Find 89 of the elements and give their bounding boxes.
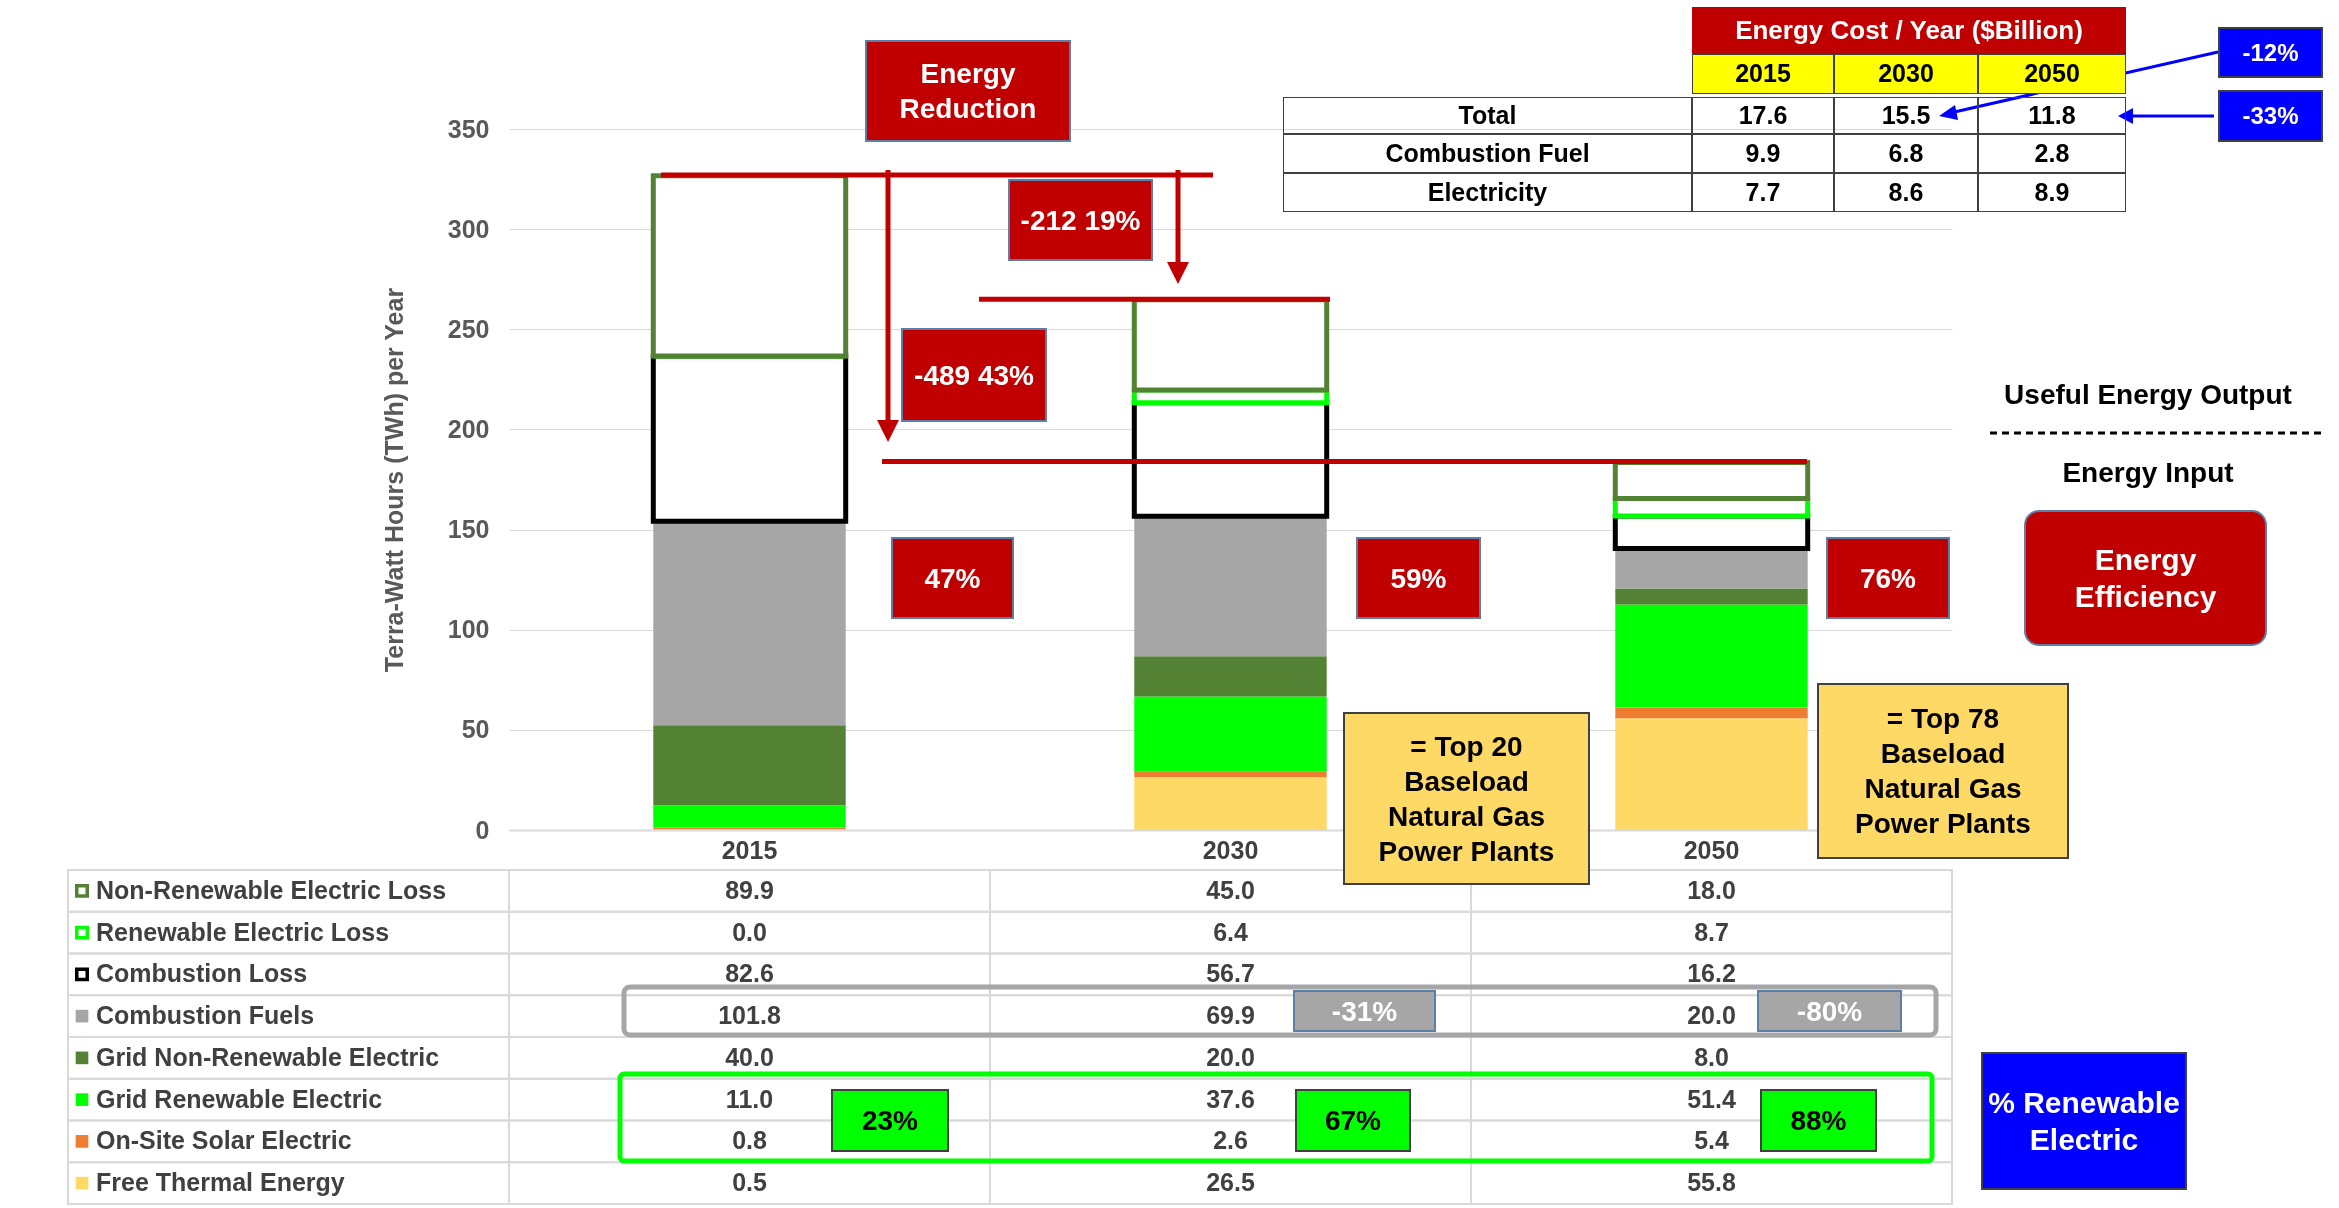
y-tick-label: 0 [475,815,490,844]
bar [1134,696,1327,772]
text: 2.8 [2034,137,2070,169]
legend-label: Renewable Electric Loss [96,917,390,946]
data-label: 37.6 [1206,1084,1255,1113]
legend-label: Grid Non-Renewable Electric [96,1042,440,1071]
legend-label: Combustion Loss [96,959,308,988]
x-tick-label: 2030 [1202,835,1259,864]
annotation: 8.6 [1888,176,1924,208]
text: 23% [861,1104,919,1138]
bar [1134,771,1327,777]
data-label: 11.0 [725,1084,774,1113]
data-label: 0.8 [732,1126,767,1155]
y-axis-title: Terra-Watt Hours (TWh) per Year [379,287,408,673]
y-tick-label: 50 [461,715,490,744]
text: Useful Energy Output [2004,377,2292,412]
bar [1615,604,1808,708]
x-tick-label: 2015 [721,835,778,864]
text: Total [1458,99,1517,131]
annotation: = Top 20 Baseload Natural Gas Power Plants [1377,729,1556,869]
annotation: Combustion Fuel [1385,137,1590,169]
y-tick-label: 250 [447,314,490,343]
bar [1134,656,1327,697]
x-tick-label: 2050 [1683,835,1740,864]
legend-label: On-Site Solar Electric [96,1126,352,1155]
bar [1615,718,1808,830]
annotation: -489 43% [914,358,1034,393]
annotation: 7.7 [1745,176,1781,208]
annotation: 59% [1390,561,1447,596]
bar [653,725,846,806]
data-label: 5.4 [1694,1126,1729,1155]
data-label: 20.0 [1206,1042,1255,1071]
annotation: 9.9 [1745,137,1781,169]
annotation: = Top 78 Baseload Natural Gas Power Plants [1854,702,2032,841]
data-label: 0.0 [732,917,767,946]
text: 67% [1324,1104,1382,1138]
text: 8.9 [2034,176,2070,208]
y-tick-label: 150 [447,515,490,544]
bar [1615,707,1808,719]
text: 2030 [1878,58,1934,90]
data-label: 51.4 [1687,1084,1736,1113]
bar [1134,776,1327,830]
text: 15.5 [1881,99,1931,131]
data-label: 26.5 [1206,1168,1255,1197]
data-label: 6.4 [1213,917,1248,946]
data-label: 56.7 [1206,959,1255,988]
text: -80% [1796,994,1863,1029]
text: -31% [1331,994,1398,1029]
text: 2015 [1735,58,1791,90]
text: 11.8 [2028,99,2076,131]
data-label: 69.9 [1206,1001,1255,1030]
data-label: 89.9 [725,875,774,904]
text: Energy Input [2062,455,2234,490]
bar [653,805,846,828]
text: 2050 [2024,58,2080,90]
text: -12% [2242,37,2299,68]
annotation: 47% [924,561,981,596]
y-tick-label: 200 [447,414,490,443]
data-label: 82.6 [725,959,774,988]
annotation: 76% [1859,561,1917,596]
text: Energy Reduction [898,57,1038,126]
y-tick-label: 300 [447,214,490,243]
data-label: 16.2 [1687,959,1736,988]
data-label: 0.5 [732,1168,767,1197]
annotation: 6.8 [1888,137,1924,169]
text: 17.6 [1738,99,1788,131]
data-label: 2.6 [1213,1126,1248,1155]
legend-label: Non-Renewable Electric Loss [96,875,447,904]
text: Energy Efficiency [2073,541,2218,615]
annotation: Electricity [1427,176,1548,208]
annotation: -212 19% [1020,203,1141,238]
data-label: 40.0 [725,1042,774,1071]
legend-label: Combustion Fuels [96,1001,315,1030]
data-label: 20.0 [1687,1001,1736,1030]
text: -33% [2242,101,2299,131]
data-label: 101.8 [718,1001,781,1030]
data-label: 18.0 [1687,875,1736,904]
y-tick-label: 350 [447,114,490,143]
data-label: 8.7 [1694,917,1729,946]
data-label: 55.8 [1687,1168,1736,1197]
data-label: 45.0 [1206,875,1255,904]
text: Energy Cost / Year ($Billion) [1735,14,2083,47]
text: % Renewable Electric [1987,1084,2181,1158]
text: 88% [1790,1104,1847,1138]
data-label: 8.0 [1694,1042,1729,1071]
legend-label: Free Thermal Energy [96,1168,345,1197]
y-tick-label: 100 [447,615,490,644]
legend-label: Grid Renewable Electric [96,1084,383,1113]
bar [1615,588,1808,605]
